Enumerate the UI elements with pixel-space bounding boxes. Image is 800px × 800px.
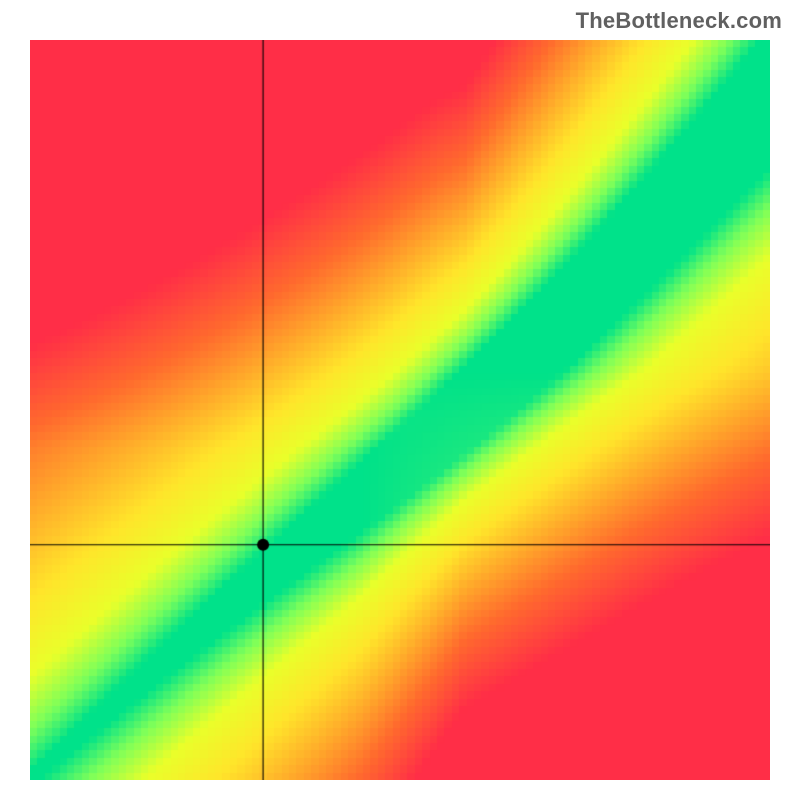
bottleneck-heatmap bbox=[30, 40, 770, 780]
heatmap-canvas bbox=[30, 40, 770, 780]
watermark-text: TheBottleneck.com bbox=[576, 8, 782, 34]
